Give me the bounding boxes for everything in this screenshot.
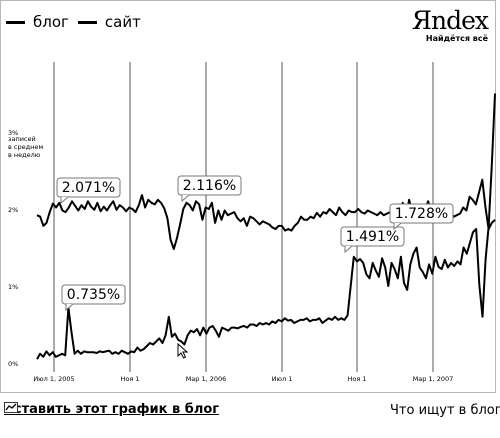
x-tick-label: Июл 1	[272, 375, 293, 383]
x-tick-label: Мар 1, 2006	[186, 375, 227, 383]
value-callout-label: 2.116%	[183, 178, 236, 194]
chart-legend: блог сайт	[6, 13, 141, 31]
y-tick-label: 0%	[8, 360, 18, 368]
value-callout-box	[389, 203, 454, 224]
value-callout-box	[340, 226, 405, 247]
y-tick-label: 3%	[8, 129, 18, 137]
y-axis-label: в среднем	[8, 143, 43, 151]
legend-swatch-site	[77, 20, 97, 24]
chart-frame	[0, 0, 496, 393]
value-callout-box	[61, 284, 126, 305]
y-axis-label: записей	[8, 135, 36, 143]
yandex-tagline: Найдётся всё	[425, 34, 488, 43]
value-callout-box	[177, 175, 242, 196]
legend-item-blog[interactable]: блог	[6, 13, 69, 31]
value-callout-label: 1.728%	[395, 206, 448, 222]
embed-chart-link[interactable]: Вставить этот график в блог	[4, 402, 219, 417]
y-axis-label: в неделю	[8, 151, 41, 159]
value-callout-label: 2.071%	[62, 180, 115, 196]
legend-label-site: сайт	[104, 13, 141, 31]
trend-chart: Июл 1, 2005 Ноя 1 Мар 1, 2006 Июл 1 Ноя 1 Мар…	[8, 62, 496, 383]
series-line-site	[36, 93, 496, 360]
legend-label-blog: блог	[33, 13, 69, 31]
yandex-brand[interactable]: Яndex Найдётся всё	[411, 6, 489, 43]
value-callout-label: 1.491%	[346, 229, 399, 245]
value-callout-label: 0.735%	[67, 287, 120, 303]
legend-swatch-blog	[6, 20, 25, 24]
legend-item-site[interactable]: сайт	[77, 13, 141, 31]
value-callout-pointer	[65, 303, 74, 312]
y-tick-label: 1%	[8, 283, 18, 291]
x-tick-label: Ноя 1	[348, 375, 367, 383]
y-tick-label: 2%	[8, 206, 18, 214]
mouse-pointer-icon	[177, 343, 189, 359]
value-callout-pointer	[181, 194, 190, 203]
value-callout-pointer	[344, 245, 353, 254]
value-callout-pointer	[393, 222, 402, 231]
x-tick-label: Июл 1, 2005	[33, 375, 74, 383]
x-tick-label: Ноя 1	[121, 375, 140, 383]
value-callout-box	[56, 177, 121, 198]
x-tick-label: Мар 1, 2007	[413, 375, 454, 383]
chart-embed-icon	[4, 402, 18, 413]
embed-chart-label: Вставить этот график в блог	[4, 402, 220, 417]
yandex-logo: Яndex	[411, 6, 489, 35]
value-callout-pointer	[60, 196, 69, 205]
blog-search-trends-link[interactable]: Что ищут в блога	[390, 403, 500, 418]
